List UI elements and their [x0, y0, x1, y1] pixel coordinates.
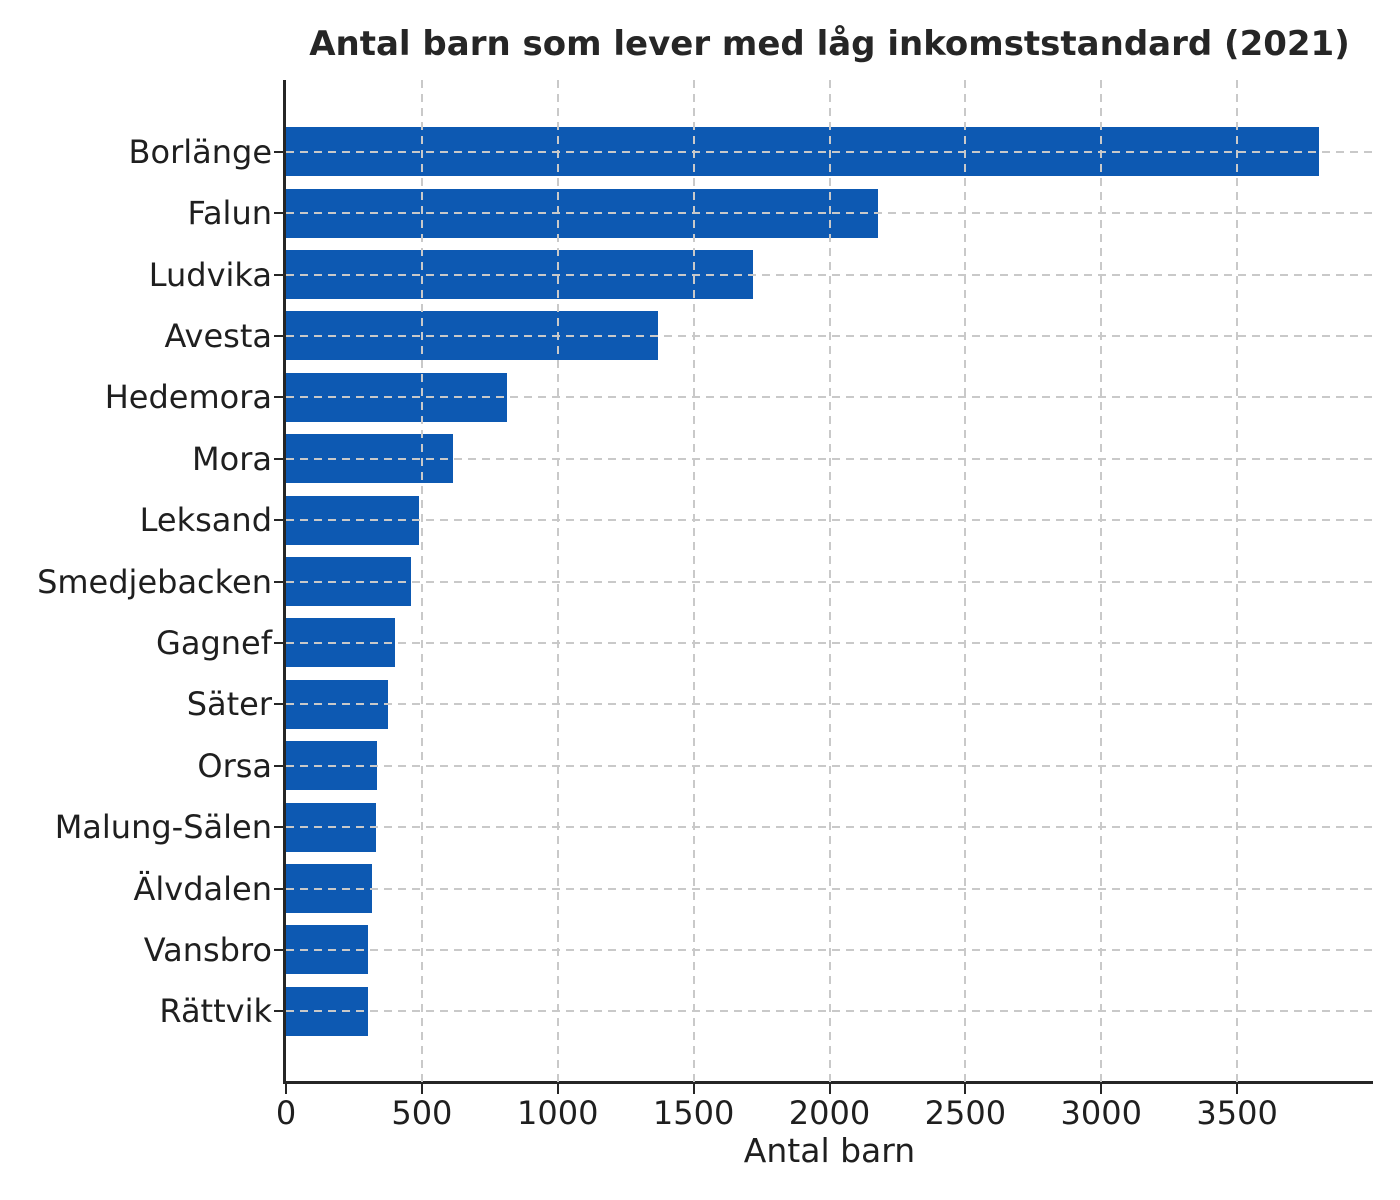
- horizontal-gridline-13: [286, 948, 1373, 951]
- y-tick-mark-6: [274, 519, 284, 522]
- y-tick-label-8: Gagnef: [156, 623, 272, 662]
- y-tick-mark-14: [274, 1010, 284, 1013]
- y-tick-label-1: Falun: [187, 194, 272, 233]
- y-tick-label-9: Säter: [186, 685, 272, 724]
- horizontal-gridline-7: [286, 580, 1373, 583]
- x-tick-label-3000: 3000: [1060, 1094, 1142, 1132]
- horizontal-gridline-8: [286, 641, 1373, 644]
- x-tick-mark-500: [420, 1084, 423, 1094]
- horizontal-gridline-5: [286, 457, 1373, 460]
- x-tick-label-3500: 3500: [1196, 1094, 1278, 1132]
- horizontal-gridline-4: [286, 396, 1373, 399]
- x-tick-mark-2500: [964, 1084, 967, 1094]
- y-tick-label-12: Älvdalen: [133, 869, 273, 908]
- x-tick-mark-3000: [1100, 1084, 1103, 1094]
- x-tick-mark-2000: [828, 1084, 831, 1094]
- y-tick-label-11: Malung-Sälen: [54, 808, 272, 847]
- y-tick-mark-3: [274, 334, 284, 337]
- plot-area: [286, 80, 1373, 1083]
- horizontal-gridline-12: [286, 887, 1373, 890]
- x-tick-mark-1500: [692, 1084, 695, 1094]
- y-tick-label-2: Ludvika: [148, 255, 272, 294]
- y-tick-mark-5: [274, 457, 284, 460]
- y-tick-label-13: Vansbro: [143, 930, 272, 969]
- y-tick-label-5: Mora: [192, 439, 272, 478]
- y-tick-mark-7: [274, 580, 284, 583]
- y-tick-label-10: Orsa: [197, 746, 272, 785]
- y-tick-mark-11: [274, 826, 284, 829]
- y-tick-mark-2: [274, 273, 284, 276]
- horizontal-gridline-9: [286, 703, 1373, 706]
- x-tick-label-1500: 1500: [652, 1094, 735, 1132]
- horizontal-gridline-11: [286, 826, 1373, 829]
- y-tick-label-4: Hedemora: [104, 378, 272, 417]
- y-axis-spine: [283, 80, 286, 1084]
- x-tick-mark-3500: [1236, 1084, 1239, 1094]
- x-tick-label-2500: 2500: [924, 1094, 1007, 1132]
- x-axis-spine: [283, 1081, 1373, 1084]
- horizontal-gridline-2: [286, 273, 1373, 276]
- x-tick-mark-0: [285, 1084, 287, 1094]
- y-tick-label-7: Smedjebacken: [37, 562, 272, 601]
- x-tick-mark-1000: [556, 1084, 559, 1094]
- y-tick-label-6: Leksand: [139, 501, 272, 540]
- y-tick-label-3: Avesta: [164, 316, 272, 355]
- horizontal-gridline-0: [286, 150, 1373, 153]
- y-tick-label-14: Rättvik: [159, 992, 272, 1031]
- horizontal-gridline-6: [286, 519, 1373, 522]
- y-tick-mark-9: [274, 703, 284, 706]
- y-tick-label-0: Borlänge: [128, 132, 272, 171]
- x-tick-label-500: 500: [391, 1094, 453, 1132]
- y-tick-mark-8: [274, 641, 284, 644]
- y-tick-mark-1: [274, 212, 284, 215]
- chart-title: Antal barn som lever med låg inkomststan…: [309, 24, 1350, 64]
- y-tick-mark-13: [274, 948, 284, 951]
- horizontal-gridline-10: [286, 764, 1373, 767]
- y-tick-mark-4: [274, 396, 284, 399]
- x-axis-label: Antal barn: [743, 1131, 916, 1170]
- horizontal-gridline-14: [286, 1010, 1373, 1013]
- y-tick-mark-0: [274, 150, 284, 153]
- x-tick-label-0: 0: [275, 1094, 297, 1132]
- horizontal-gridline-1: [286, 212, 1373, 215]
- horizontal-gridline-3: [286, 334, 1373, 337]
- y-tick-mark-12: [274, 887, 284, 890]
- x-tick-label-1000: 1000: [517, 1094, 599, 1132]
- y-tick-mark-10: [274, 764, 284, 767]
- x-tick-label-2000: 2000: [788, 1094, 871, 1132]
